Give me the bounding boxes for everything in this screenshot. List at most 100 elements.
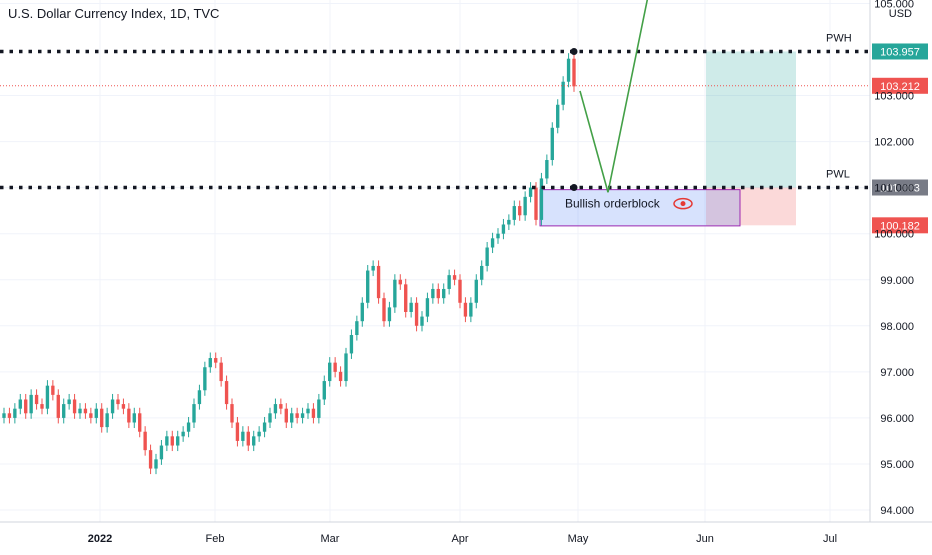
candle-body bbox=[127, 408, 131, 423]
y-tick-label: 98.000 bbox=[880, 321, 914, 333]
candle-body bbox=[246, 431, 250, 446]
candle bbox=[89, 407, 93, 424]
x-tick-label: Feb bbox=[206, 533, 225, 545]
candle bbox=[262, 416, 267, 438]
candle bbox=[539, 172, 544, 226]
candle bbox=[56, 389, 60, 424]
currency-label: USD bbox=[889, 8, 912, 20]
candle bbox=[485, 241, 489, 272]
candle bbox=[51, 380, 55, 401]
candle bbox=[94, 403, 98, 424]
candle bbox=[18, 393, 22, 415]
candle-body bbox=[235, 422, 240, 441]
candle-body bbox=[398, 279, 402, 285]
candle bbox=[176, 430, 180, 452]
candle-body bbox=[121, 404, 126, 409]
candle-body bbox=[181, 431, 185, 437]
x-tick-label: Jul bbox=[823, 533, 837, 545]
candle bbox=[181, 426, 185, 442]
candle bbox=[78, 403, 82, 419]
candle bbox=[72, 393, 77, 419]
candle-body bbox=[186, 422, 191, 432]
candle-body bbox=[382, 298, 386, 322]
candle bbox=[420, 311, 424, 332]
candle-body bbox=[148, 450, 153, 469]
candle bbox=[398, 274, 402, 290]
candle bbox=[154, 453, 158, 475]
candle-body bbox=[29, 394, 33, 414]
candle bbox=[490, 232, 495, 254]
candle bbox=[230, 398, 234, 429]
candle bbox=[349, 329, 354, 359]
candle-body bbox=[474, 279, 478, 303]
candle bbox=[13, 403, 17, 424]
candle bbox=[29, 389, 33, 419]
projection-path bbox=[579, 0, 649, 193]
candle-body bbox=[376, 265, 381, 299]
candle bbox=[355, 315, 359, 341]
candle bbox=[317, 393, 321, 424]
candle-body bbox=[420, 316, 424, 326]
candle-body bbox=[442, 288, 446, 299]
candle-body bbox=[556, 104, 560, 128]
level-price-label: 101.003 bbox=[880, 183, 920, 195]
candle bbox=[203, 361, 207, 396]
candle bbox=[290, 407, 294, 429]
candle bbox=[116, 393, 120, 410]
candle bbox=[214, 352, 218, 369]
candle bbox=[458, 274, 462, 309]
candle bbox=[344, 347, 348, 387]
candle bbox=[235, 416, 240, 447]
candle-body bbox=[290, 413, 294, 423]
candle-body bbox=[241, 431, 245, 441]
candle-body bbox=[262, 422, 267, 432]
candle-body bbox=[56, 394, 60, 418]
candle-body bbox=[143, 431, 147, 451]
candle bbox=[311, 403, 316, 424]
candle bbox=[566, 53, 571, 88]
candle-body bbox=[105, 413, 109, 428]
eye-pupil-icon bbox=[680, 201, 686, 207]
candle-body bbox=[230, 404, 234, 423]
candle bbox=[197, 384, 202, 410]
candle bbox=[284, 403, 288, 429]
candle bbox=[252, 430, 256, 452]
candle-body bbox=[550, 127, 554, 161]
candle-body bbox=[100, 408, 104, 428]
candle-body bbox=[496, 233, 500, 239]
candle bbox=[512, 200, 516, 226]
candle-body bbox=[159, 445, 164, 460]
candle bbox=[501, 218, 506, 240]
candle-body bbox=[344, 353, 348, 382]
candle bbox=[507, 214, 511, 231]
candle-body bbox=[545, 160, 549, 179]
level-price-label: 103.957 bbox=[880, 46, 920, 58]
candle bbox=[414, 297, 419, 332]
candle-body bbox=[83, 408, 88, 414]
candle bbox=[474, 274, 478, 309]
y-tick-label: 103.000 bbox=[874, 91, 914, 103]
x-tick-label: Apr bbox=[451, 533, 468, 545]
candle-body bbox=[501, 224, 506, 234]
candle bbox=[121, 398, 126, 415]
candle bbox=[371, 260, 375, 277]
candle-body bbox=[110, 399, 115, 414]
candle-body bbox=[192, 404, 196, 423]
annotation-zones: Bullish orderblock bbox=[539, 51, 796, 227]
candle-body bbox=[393, 279, 397, 308]
candle bbox=[105, 407, 109, 433]
candle bbox=[246, 426, 250, 452]
x-tick-label: Jun bbox=[696, 533, 714, 545]
candle bbox=[528, 182, 533, 203]
pwl-dot bbox=[570, 184, 578, 192]
candle bbox=[393, 274, 397, 313]
candle bbox=[376, 260, 381, 304]
candle-body bbox=[273, 404, 278, 414]
candle-body bbox=[268, 413, 272, 423]
candle-body bbox=[203, 367, 207, 391]
candle bbox=[366, 265, 370, 309]
candle bbox=[382, 292, 386, 327]
x-tick-label: Mar bbox=[321, 533, 340, 545]
candle bbox=[100, 403, 104, 433]
